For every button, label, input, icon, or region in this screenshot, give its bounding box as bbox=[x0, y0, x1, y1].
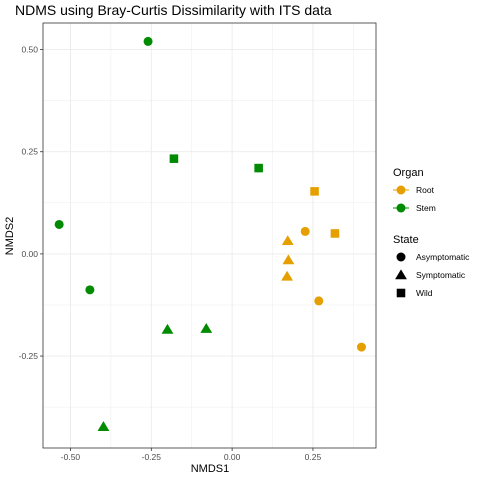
data-point bbox=[300, 226, 310, 236]
x-tick-label: 0.25 bbox=[305, 452, 322, 462]
data-point bbox=[281, 235, 294, 246]
y-axis-title: NMDS2 bbox=[4, 217, 16, 256]
x-axis: -0.50 -0.25 0.00 0.25 bbox=[61, 448, 322, 462]
data-point bbox=[282, 254, 295, 265]
legend: Organ Root Stem State Asymptomatic Symptomati… bbox=[393, 167, 470, 298]
plot-panel bbox=[42, 22, 377, 449]
x-tick-label: 0.00 bbox=[224, 452, 241, 462]
x-tick-label: -0.50 bbox=[61, 452, 81, 462]
legend-title: State bbox=[393, 234, 419, 246]
data-point bbox=[330, 229, 340, 238]
data-points bbox=[54, 36, 366, 431]
data-point bbox=[254, 163, 263, 173]
data-point bbox=[310, 187, 319, 196]
legend-key-root bbox=[396, 185, 406, 195]
data-point bbox=[54, 219, 64, 229]
y-tick-label: 0.25 bbox=[21, 147, 38, 157]
legend-label: Wild bbox=[416, 288, 433, 298]
data-point bbox=[200, 323, 213, 333]
data-point bbox=[356, 342, 366, 352]
data-point bbox=[97, 421, 110, 431]
legend-key-wild bbox=[396, 288, 406, 298]
legend-key-stem bbox=[396, 203, 406, 213]
legend-key-asymptomatic bbox=[396, 252, 406, 262]
legend-key-symptomatic bbox=[395, 269, 407, 280]
y-tick-label: -0.25 bbox=[19, 351, 39, 361]
x-axis-title: NMDS1 bbox=[191, 463, 230, 475]
chart-title: NDMS using Bray-Curtis Dissimilarity wit… bbox=[15, 2, 332, 18]
data-point bbox=[314, 296, 324, 306]
legend-label: Symptomatic bbox=[416, 270, 466, 280]
legend-title: Organ bbox=[393, 167, 424, 179]
y-tick-label: 0.50 bbox=[21, 45, 38, 55]
legend-label: Stem bbox=[416, 203, 436, 213]
x-tick-label: -0.25 bbox=[142, 452, 162, 462]
y-tick-label: 0.00 bbox=[21, 249, 38, 259]
data-point bbox=[169, 154, 179, 163]
plot-panel-background bbox=[43, 23, 376, 448]
plot-panel-border bbox=[42, 22, 377, 449]
data-point bbox=[143, 36, 153, 46]
data-point bbox=[161, 323, 174, 334]
data-point bbox=[281, 270, 293, 281]
legend-label: Root bbox=[416, 185, 435, 195]
data-point bbox=[85, 285, 95, 295]
legend-label: Asymptomatic bbox=[416, 252, 470, 262]
y-axis: 0.50 0.25 0.00 -0.25 bbox=[19, 45, 43, 361]
